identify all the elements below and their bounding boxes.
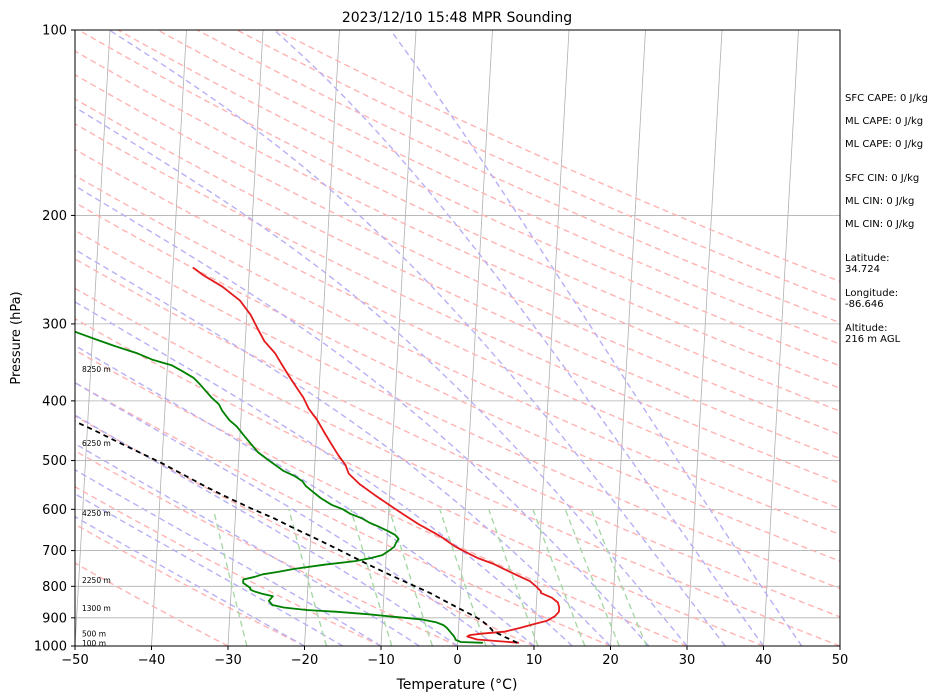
isotherm-line	[763, 30, 799, 646]
y-tick-label: 100	[42, 24, 67, 39]
x-tick-label: 40	[755, 653, 772, 668]
parcel-profile-line	[75, 420, 518, 644]
y-tick-label: 600	[42, 503, 67, 518]
mixing-ratio-line	[288, 509, 328, 646]
dry-adiabat-line	[75, 258, 840, 618]
plot-frame	[74, 29, 841, 647]
dry-adiabat-line	[75, 562, 229, 646]
dry-adiabat-line	[75, 415, 535, 646]
data-series	[75, 266, 561, 644]
moist-adiabat-line	[108, 30, 726, 646]
moist-adiabat-line	[75, 301, 573, 646]
mixing-ratio-line	[590, 509, 648, 646]
grid-layer	[75, 30, 840, 646]
height-label: 4250 m	[82, 509, 111, 518]
moist-adiabat-line	[75, 381, 497, 646]
x-tick-label: −50	[61, 653, 88, 668]
sfc-cape-label: SFC CAPE: 0 J/kg	[845, 93, 928, 104]
isotherm-line	[151, 30, 187, 646]
mixing-ratio-line	[212, 509, 248, 646]
dry-adiabat-line	[75, 201, 840, 562]
altitude-value: 216 m AGL	[845, 334, 901, 345]
ml-cape-label: ML CAPE: 0 J/kg	[845, 116, 924, 127]
moist-adiabat-line	[75, 414, 458, 646]
x-tick-label: −30	[214, 653, 241, 668]
dry-adiabat-line	[75, 523, 305, 646]
moist-adiabat-line	[75, 344, 535, 646]
isotherm-line	[304, 30, 340, 646]
dry-adiabat-line	[157, 30, 840, 345]
moist-adiabat-line	[389, 30, 803, 646]
dry-adiabat-line	[75, 98, 840, 460]
height-label: 1300 m	[82, 604, 111, 613]
x-tick-label: 20	[602, 653, 619, 668]
height-label: 500 m	[82, 630, 106, 639]
y-tick-label: 700	[42, 544, 67, 559]
ml-cin-label-2: ML CIN: 0 J/kg	[845, 219, 915, 230]
y-tick-label: 800	[42, 580, 67, 595]
longitude-label: Longitude:	[845, 288, 899, 299]
sfc-cin-label: SFC CIN: 0 J/kg	[845, 173, 920, 184]
isotherm-line	[686, 30, 723, 646]
dry-adiabat-line	[276, 30, 840, 283]
y-ticks: 100 200 300 400 500 600 700 800 900 1000	[34, 24, 75, 655]
moist-adiabat-line	[75, 106, 688, 646]
isotherm-line	[457, 30, 493, 646]
height-label: 100 m	[82, 639, 106, 648]
dry-adiabat-line	[75, 174, 840, 536]
x-tick-label: 50	[832, 653, 849, 668]
moist-adiabat-line	[75, 248, 611, 646]
altitude-label: Altitude:	[845, 323, 888, 334]
y-tick-label: 900	[42, 611, 67, 626]
dry-adiabat-line	[75, 229, 840, 590]
moist-adiabat-line	[75, 442, 420, 646]
x-tick-label: 30	[679, 653, 696, 668]
moist-adiabat-line	[75, 468, 382, 646]
dry-adiabat-line	[75, 317, 764, 646]
y-tick-label: 300	[42, 317, 67, 332]
dry-adiabat-line	[75, 287, 840, 646]
ml-cape-label-2: ML CAPE: 0 J/kg	[845, 139, 924, 150]
isotherm-line	[227, 30, 264, 646]
x-tick-label: −20	[291, 653, 318, 668]
mixing-ratio-line	[564, 509, 620, 646]
y-tick-label: 1000	[34, 640, 67, 655]
mixing-ratio-line	[532, 509, 586, 646]
x-tick-label: −10	[367, 653, 394, 668]
height-label: 8250 m	[82, 365, 111, 374]
moist-adiabat-line	[273, 30, 765, 646]
x-ticks: −50 −40 −30 −20 −10 0 10 20 30 40 50	[61, 646, 848, 668]
mixing-ratio-line	[439, 509, 487, 646]
mixing-ratio-line	[488, 509, 539, 646]
y-tick-label: 200	[42, 209, 67, 224]
height-label: 2250 m	[82, 576, 111, 585]
latitude-value: 34.724	[845, 264, 880, 275]
chart-title: 2023/12/10 15:48 MPR Sounding	[342, 10, 572, 26]
mixing-ratio-line	[350, 509, 393, 646]
y-tick-label: 500	[42, 454, 67, 469]
x-axis-label: Temperature (°C)	[396, 677, 518, 693]
dry-adiabat-line	[78, 30, 840, 389]
dry-adiabat-line	[196, 30, 840, 324]
dry-adiabat-line	[75, 349, 688, 646]
temperature-profile-line	[192, 266, 561, 644]
height-label: 6250 m	[82, 439, 111, 448]
moist-adiabat-line	[75, 185, 650, 646]
ml-cin-label: ML CIN: 0 J/kg	[845, 196, 915, 207]
isotherm-line	[533, 30, 570, 646]
longitude-value: -86.646	[845, 299, 884, 310]
dewpoint-profile-line	[75, 330, 483, 644]
dry-adiabat-line	[75, 449, 458, 646]
y-tick-label: 400	[42, 394, 67, 409]
latitude-label: Latitude:	[845, 253, 890, 264]
x-tick-label: 0	[453, 653, 461, 668]
x-tick-label: −40	[138, 653, 165, 668]
y-axis-label: Pressure (hPa)	[9, 291, 24, 384]
reference-lines	[75, 30, 840, 646]
isotherm-line	[610, 30, 646, 646]
isotherm-line	[380, 30, 417, 646]
x-tick-label: 10	[526, 653, 543, 668]
